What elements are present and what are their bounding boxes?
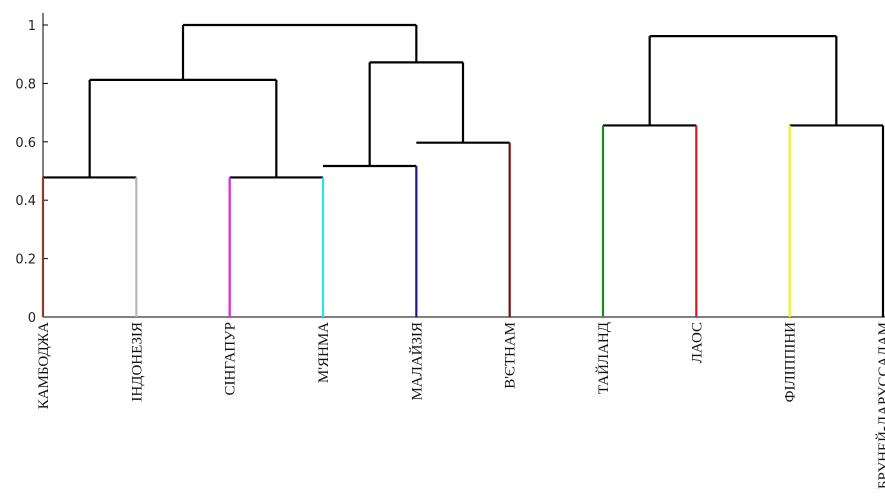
leaf-label: ТАЙЛАНД [595, 322, 612, 394]
y-tick-label: 0.2 [15, 253, 36, 268]
y-tick-label: 0 [28, 311, 36, 326]
leaf-label: М'ЯНМА [316, 322, 332, 383]
leaf-label: МАЛАЙЗІЯ [408, 322, 425, 401]
leaf-label: ФІЛІППІНИ [783, 322, 799, 403]
y-tick-label: 1 [28, 19, 36, 34]
dendrogram-links [43, 23, 883, 179]
y-axis [42, 13, 885, 318]
y-tick-label: 0.6 [15, 136, 36, 151]
leaf-lines [41, 125, 885, 317]
leaf-label: ІНДОНЕЗІЯ [129, 322, 145, 402]
leaf-label: СІНГАПУР [223, 322, 239, 396]
y-tick-labels: 0 0.2 0.4 0.6 0.8 1 [15, 19, 36, 326]
leaf-label: В'ЄТНАМ [503, 322, 519, 389]
leaf-label: ЛАОС [689, 322, 705, 363]
y-tick-label: 0.8 [15, 77, 36, 92]
leaf-label: БРУНЕЙ-ДАРУССАЛАМ [875, 322, 885, 489]
leaf-label: КАМБОДЖА [36, 322, 52, 409]
leaf-labels: КАМБОДЖА ІНДОНЕЗІЯ СІНГАПУР М'ЯНМА МАЛАЙЗІЯ В… [36, 322, 885, 489]
y-tick-label: 0.4 [15, 194, 36, 209]
